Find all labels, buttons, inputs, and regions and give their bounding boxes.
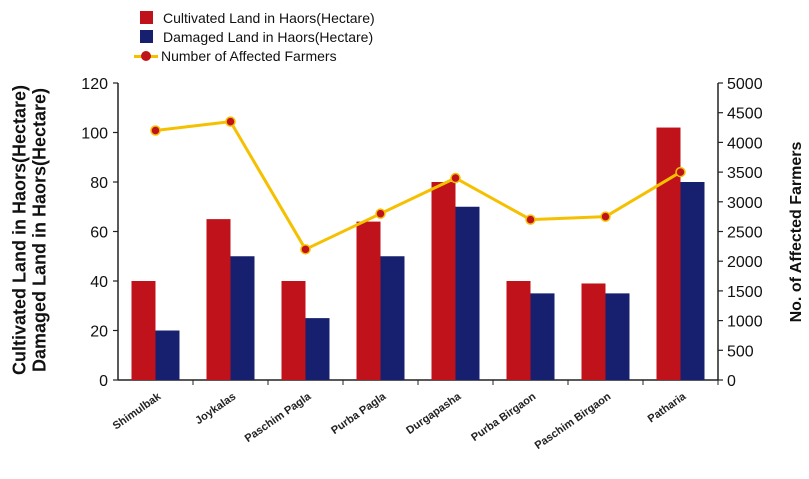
left-tick-label: 80 [90,175,108,192]
bar-damaged [530,293,555,380]
x-tick-label: Patharia [646,390,689,425]
x-tick-label: Purba Pagla [329,390,389,437]
legend-label-farmers: Number of Affected Farmers [161,47,337,64]
right-tick-label: 2500 [727,225,763,242]
left-tick-label: 100 [81,126,108,143]
farmers-point [150,125,161,136]
legend-swatch-farmers [134,49,158,62]
legend-item-cultivated: Cultivated Land in Haors(Hectare) [140,8,375,27]
right-tick-label: 500 [727,343,754,360]
farmers-line [155,120,682,251]
left-tick-label: 0 [99,373,108,390]
x-tick-label: Durgapasha [404,390,464,437]
bar-cultivated [581,283,606,380]
right-tick-label: 3000 [727,195,763,212]
bar-damaged [380,256,405,380]
bar-cultivated [356,221,381,380]
left-tick-label: 20 [90,324,108,341]
right-tick-label: 0 [727,373,736,390]
legend-item-damaged: Damaged Land in Haors(Hectare) [140,27,375,46]
bar-cultivated [431,182,456,380]
legend-item-farmers: Number of Affected Farmers [134,46,375,65]
legend-swatch-cultivated [140,11,153,24]
x-tick-label: Paschim Pagla [243,390,314,445]
bar-cultivated [656,127,681,380]
right-tick-label: 1500 [727,284,763,301]
bar-damaged [155,330,180,380]
farmers-point [450,172,461,184]
right-tick-label: 4000 [727,135,763,152]
left-axis-title-1: Cultivated Land in Haors(Hectare) [9,84,30,376]
left-axis-title-2: Damaged Land in Haors(Hectare) [29,87,50,373]
right-tick-label: 3500 [727,165,763,182]
bar-damaged [605,293,630,380]
left-tick-label: 60 [90,225,108,242]
farmers-point [225,116,236,127]
farmers-point [600,211,611,222]
right-tick-label: 2000 [727,254,763,271]
x-tick-label: Shimulbak [111,390,164,432]
bar-cultivated [281,281,306,380]
farmers-point [525,214,536,225]
farmers-point [375,208,386,219]
bar-cultivated [506,281,531,380]
farmers-point [675,166,686,178]
right-axis-title: No. of Affected Farmers [788,141,805,323]
right-tick-label: 4500 [727,106,763,123]
legend-swatch-damaged [140,30,153,43]
left-tick-label: 120 [81,76,108,93]
legend-label-cultivated: Cultivated Land in Haors(Hectare) [163,9,375,26]
legend-label-damaged: Damaged Land in Haors(Hectare) [163,28,374,45]
x-tick-label: Purba Birgaon [469,390,538,443]
bar-damaged [680,182,705,380]
right-tick-label: 1000 [727,314,763,331]
right-tick-label: 5000 [727,76,763,93]
x-tick-label: Joykalas [193,391,238,427]
x-tick-label: Paschim Birgaon [533,390,614,452]
left-tick-label: 40 [90,274,108,291]
bar-damaged [455,206,480,380]
legend: Cultivated Land in Haors(Hectare) Damage… [134,8,375,65]
bar-cultivated [206,219,231,380]
bar-cultivated [131,281,156,380]
bar-damaged [305,318,330,380]
bar-damaged [230,256,255,380]
farmers-point [300,244,311,255]
